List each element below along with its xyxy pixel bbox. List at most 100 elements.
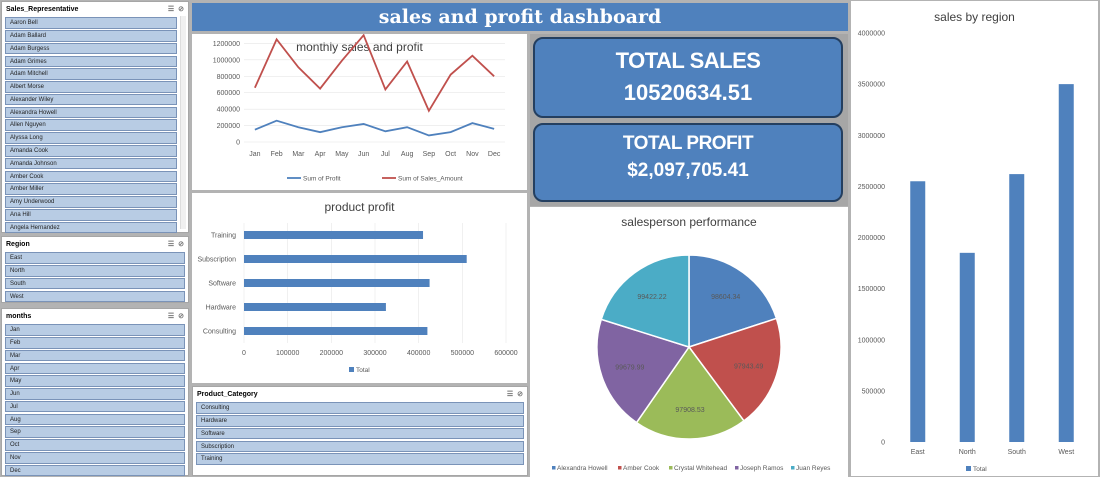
- salesperson-chart-panel[interactable]: salesperson performance 98604.34 97943.49…: [530, 207, 848, 477]
- x-tick-label: West: [1058, 449, 1074, 456]
- slicer-item[interactable]: Training: [196, 453, 524, 465]
- monthly-line-chart: 0200000400000600000800000100000012000001…: [213, 34, 505, 183]
- slicer-item[interactable]: Allen Nguyen: [5, 119, 177, 132]
- slicer-item[interactable]: Oct: [5, 439, 185, 451]
- legend-swatch: [618, 466, 622, 470]
- slicer-item[interactable]: West: [5, 290, 185, 303]
- legend-label: Joseph Ramos: [740, 465, 784, 472]
- slicer-item[interactable]: North: [5, 264, 185, 277]
- x-tick-label: 300000: [363, 350, 386, 357]
- region-chart-panel[interactable]: sales by region 0 500000 1000000 1500000 200…: [851, 1, 1098, 476]
- multi-select-icon[interactable]: ☰: [167, 6, 175, 13]
- slicer-item[interactable]: Adam Grimes: [5, 55, 177, 68]
- multi-select-icon[interactable]: ☰: [506, 391, 514, 398]
- slicer-list: Consulting Hardware Software Subscription Tr…: [193, 402, 527, 465]
- pie-slice: [688, 254, 778, 349]
- legend-swatch: [349, 367, 354, 372]
- legend-swatch: [966, 466, 971, 471]
- x-tick-label: Aug: [401, 151, 414, 158]
- slicer-item[interactable]: Consulting: [196, 402, 524, 414]
- data-label: 98604.34: [711, 294, 740, 301]
- slicer-item[interactable]: Amanda Johnson: [5, 157, 177, 170]
- slicer-item[interactable]: Adam Burgess: [5, 42, 177, 55]
- slicer-item[interactable]: Adam Mitchell: [5, 68, 177, 80]
- pie-slice: [635, 345, 745, 440]
- slicer-item[interactable]: Jun: [5, 388, 185, 400]
- slicer-item[interactable]: Nov: [5, 452, 185, 464]
- x-tick-label: Jul: [381, 151, 390, 158]
- x-tick-label: South: [1008, 449, 1026, 456]
- slicer-list: Aaron Bell Adam Ballard Adam Burgess Adam G…: [2, 17, 188, 234]
- sales-rep-slicer: Sales_Representative ☰ ⊘ Aaron Bell Adam B…: [1, 1, 189, 234]
- x-tick-label: East: [911, 449, 925, 456]
- slicer-item[interactable]: Sep: [5, 426, 185, 439]
- slicer-item[interactable]: Angela Hernandez: [5, 221, 177, 234]
- slicer-item[interactable]: Jul: [5, 400, 185, 413]
- clear-filter-icon[interactable]: ⊘: [178, 313, 184, 320]
- slicer-header: Sales_Representative: [6, 5, 79, 13]
- slicer-item[interactable]: Adam Ballard: [5, 29, 177, 42]
- slicer-item[interactable]: South: [5, 277, 185, 290]
- slicer-item[interactable]: Alexander Wiley: [5, 93, 177, 106]
- total-sales-value: 10520634.51: [623, 80, 753, 105]
- y-tick-label: 0: [881, 440, 885, 447]
- slicer-item[interactable]: Amber Cook: [5, 170, 177, 183]
- multi-select-icon[interactable]: ☰: [167, 313, 175, 320]
- y-tick-label: 200000: [217, 123, 240, 130]
- slicer-item[interactable]: Amy Underwood: [5, 196, 177, 208]
- slicer-item[interactable]: Aug: [5, 413, 185, 426]
- slicer-item[interactable]: Amanda Cook: [5, 145, 177, 157]
- y-tick-label: 1200000: [213, 41, 240, 48]
- legend-label: Amber Cook: [623, 465, 660, 472]
- scrollbar[interactable]: [180, 16, 186, 229]
- legend-label: Total: [973, 466, 987, 473]
- y-tick-label: 2500000: [858, 184, 885, 191]
- data-label: 99422.22: [637, 294, 666, 301]
- monthly-chart-panel[interactable]: monthly sales and profit 0 200000 400000 60…: [192, 34, 527, 190]
- clear-filter-icon[interactable]: ⊘: [517, 391, 523, 398]
- total-profit-card: TOTAL PROFIT $2,097,705.41: [533, 123, 843, 202]
- slicer-item[interactable]: Feb: [5, 336, 185, 349]
- x-tick-label: 500000: [451, 350, 474, 357]
- pie-slice: [596, 318, 691, 424]
- slicer-item[interactable]: Dec: [5, 464, 185, 477]
- slicer-item[interactable]: Subscription: [196, 440, 524, 453]
- y-tick-label: Subscription: [197, 257, 236, 264]
- slicer-item[interactable]: Alexandra Howell: [5, 106, 177, 119]
- slicer-item[interactable]: Hardware: [196, 414, 524, 427]
- x-tick-label: 400000: [407, 350, 430, 357]
- slicer-item[interactable]: Software: [196, 427, 524, 440]
- series-line: [254, 119, 495, 137]
- product-chart-panel[interactable]: product profit 0 100000 200000 300000 400000…: [192, 193, 527, 383]
- x-tick-label: Jun: [358, 151, 369, 158]
- slicer-item[interactable]: Ana Hill: [5, 208, 177, 221]
- y-tick-label: 3500000: [858, 82, 885, 89]
- clear-filter-icon[interactable]: ⊘: [178, 241, 184, 248]
- y-tick-label: 400000: [217, 107, 240, 114]
- data-label: 97943.49: [734, 363, 763, 370]
- slicer-item[interactable]: Amber Miller: [5, 183, 177, 195]
- pie-slice: [687, 317, 782, 422]
- slicer-item[interactable]: East: [5, 252, 185, 264]
- legend-label: Alexandra Howell: [557, 465, 608, 472]
- slicer-item[interactable]: Aaron Bell: [5, 17, 177, 29]
- slicer-item[interactable]: Jan: [5, 324, 185, 336]
- bar: [244, 255, 467, 263]
- dashboard-title: sales and profit dashboard: [378, 6, 662, 28]
- slicer-item[interactable]: Albert Morse: [5, 81, 177, 93]
- slicer-item[interactable]: Alyssa Long: [5, 132, 177, 144]
- x-tick-label: 0: [242, 350, 246, 357]
- multi-select-icon[interactable]: ☰: [167, 241, 175, 248]
- bar: [910, 181, 926, 442]
- slicer-item[interactable]: Mar: [5, 349, 185, 362]
- total-profit-value: $2,097,705.41: [627, 160, 749, 181]
- y-tick-label: Training: [211, 233, 236, 240]
- months-slicer: months ☰ ⊘ Jan Feb Mar Apr May Jun Jul Aug Sep Oct…: [1, 308, 189, 477]
- slicer-item[interactable]: May: [5, 375, 185, 387]
- clear-filter-icon[interactable]: ⊘: [178, 6, 184, 13]
- x-tick-label: Jan: [249, 151, 260, 158]
- dashboard-title-banner: sales and profit dashboard: [192, 3, 848, 31]
- x-tick-label: 200000: [320, 350, 343, 357]
- slicer-header: Product_Category: [197, 390, 258, 398]
- slicer-item[interactable]: Apr: [5, 362, 185, 375]
